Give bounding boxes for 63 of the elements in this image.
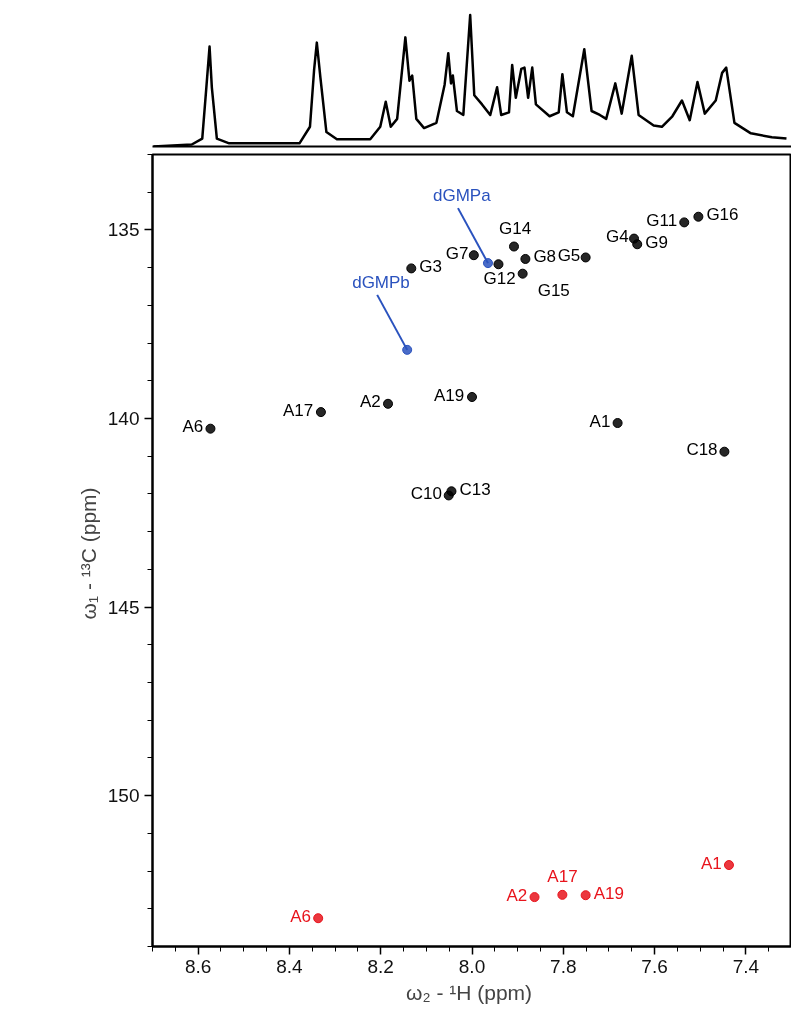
data-label: A17 bbox=[547, 866, 578, 886]
data-label: A17 bbox=[282, 400, 314, 420]
point bbox=[693, 211, 704, 222]
data-label: A6 bbox=[182, 417, 204, 437]
point bbox=[482, 258, 493, 269]
data-label: G9 bbox=[645, 232, 668, 252]
point bbox=[557, 889, 568, 900]
data-label: G11 bbox=[646, 210, 678, 230]
data-label: A6 bbox=[290, 906, 311, 926]
data-label: G3 bbox=[419, 256, 442, 276]
y-tick-label: 140 bbox=[107, 408, 140, 429]
y-tick-label: 135 bbox=[107, 219, 140, 241]
data-label: A2 bbox=[506, 885, 528, 905]
data-label: G16 bbox=[706, 205, 739, 225]
point bbox=[520, 253, 531, 264]
y-tick-label: 145 bbox=[107, 596, 140, 618]
point bbox=[402, 344, 413, 355]
y-tick-label: 150 bbox=[107, 785, 140, 807]
x-tick-label: 8.0 bbox=[458, 955, 486, 977]
data-label: A1 bbox=[700, 853, 722, 873]
data-label: dGMPa bbox=[432, 186, 492, 206]
point bbox=[632, 239, 643, 250]
point bbox=[467, 392, 477, 402]
point bbox=[508, 241, 519, 252]
data-label: C18 bbox=[686, 440, 718, 460]
point bbox=[205, 423, 216, 434]
point bbox=[580, 890, 591, 901]
point bbox=[313, 913, 324, 924]
point bbox=[406, 263, 417, 274]
y-axis-title: ω₁ - ¹³C (ppm) bbox=[76, 487, 100, 620]
x-tick-label: 7.6 bbox=[641, 955, 668, 977]
data-label: dGMPb bbox=[352, 272, 410, 292]
data-label: C13 bbox=[459, 479, 491, 499]
point bbox=[723, 860, 734, 871]
point bbox=[383, 398, 394, 409]
x-tick-label: 8.6 bbox=[184, 955, 212, 977]
data-label: G5 bbox=[557, 245, 581, 265]
data-label: A2 bbox=[360, 392, 381, 412]
point bbox=[612, 418, 623, 429]
data-label: G8 bbox=[533, 247, 557, 267]
point bbox=[529, 892, 540, 903]
data-label: A19 bbox=[593, 883, 624, 903]
data-label: A19 bbox=[434, 385, 465, 405]
point bbox=[719, 446, 730, 457]
x-axis-title: ω₂ - ¹H (ppm) bbox=[406, 980, 533, 1004]
point bbox=[580, 252, 591, 263]
point bbox=[468, 250, 479, 261]
data-label: A1 bbox=[589, 411, 611, 431]
point bbox=[679, 217, 690, 228]
x-tick-label: 8.2 bbox=[367, 955, 394, 977]
x-tick-label: 7.4 bbox=[732, 955, 760, 977]
x-tick-label: 8.4 bbox=[276, 955, 304, 977]
data-label: G7 bbox=[445, 243, 469, 263]
point bbox=[443, 490, 454, 501]
data-label: G4 bbox=[606, 227, 629, 247]
point bbox=[493, 259, 504, 270]
point bbox=[517, 268, 528, 279]
data-label: G15 bbox=[537, 280, 570, 300]
x-tick-label: 7.8 bbox=[550, 955, 577, 977]
point bbox=[315, 407, 326, 418]
data-label: G12 bbox=[483, 269, 516, 289]
data-label: C10 bbox=[410, 483, 442, 503]
data-label: G14 bbox=[498, 218, 532, 238]
